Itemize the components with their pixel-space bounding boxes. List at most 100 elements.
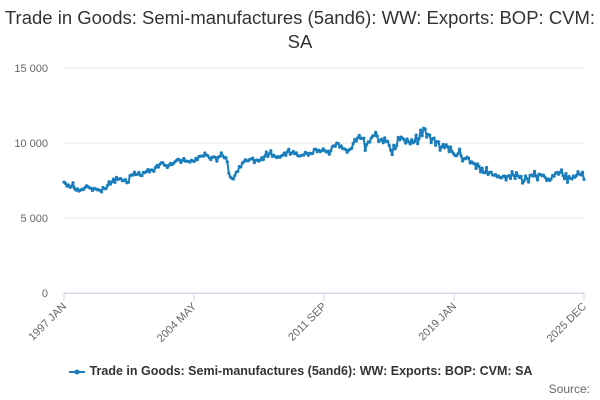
data-point[interactable] bbox=[123, 177, 128, 182]
data-point[interactable] bbox=[441, 142, 445, 147]
data-point[interactable] bbox=[570, 177, 574, 181]
data-point[interactable] bbox=[140, 174, 144, 178]
data-point[interactable] bbox=[224, 155, 228, 160]
data-point[interactable] bbox=[531, 174, 535, 178]
data-point[interactable] bbox=[227, 171, 231, 175]
data-point[interactable] bbox=[374, 130, 378, 134]
data-point[interactable] bbox=[201, 154, 205, 158]
data-point[interactable] bbox=[294, 151, 298, 155]
data-point[interactable] bbox=[284, 153, 288, 157]
data-point[interactable] bbox=[461, 159, 465, 163]
data-point[interactable] bbox=[329, 149, 333, 153]
data-point[interactable] bbox=[206, 154, 210, 158]
data-point[interactable] bbox=[526, 180, 531, 184]
data-point[interactable] bbox=[532, 169, 537, 173]
data-point[interactable] bbox=[511, 173, 516, 177]
data-point[interactable] bbox=[131, 173, 135, 177]
data-point[interactable] bbox=[302, 153, 306, 157]
data-point[interactable] bbox=[344, 147, 348, 152]
data-point[interactable] bbox=[549, 177, 553, 181]
data-point[interactable] bbox=[333, 144, 337, 148]
data-point[interactable] bbox=[489, 170, 493, 174]
data-point[interactable] bbox=[396, 135, 400, 140]
data-point[interactable] bbox=[393, 147, 397, 151]
data-point[interactable] bbox=[458, 147, 462, 151]
data-point[interactable] bbox=[282, 151, 286, 155]
data-point[interactable] bbox=[264, 150, 268, 154]
data-point[interactable] bbox=[108, 182, 113, 186]
data-point[interactable] bbox=[368, 140, 372, 144]
data-point[interactable] bbox=[381, 141, 385, 145]
data-point[interactable] bbox=[195, 158, 199, 162]
data-point[interactable] bbox=[219, 151, 223, 155]
data-point[interactable] bbox=[574, 173, 579, 178]
data-point[interactable] bbox=[339, 144, 343, 148]
data-point[interactable] bbox=[266, 154, 270, 159]
data-point[interactable] bbox=[417, 136, 421, 140]
data-point[interactable] bbox=[423, 127, 427, 131]
data-point[interactable] bbox=[437, 140, 441, 144]
data-point[interactable] bbox=[126, 180, 131, 184]
data-point[interactable] bbox=[110, 180, 114, 184]
data-point[interactable] bbox=[476, 162, 480, 166]
data-point[interactable] bbox=[479, 170, 483, 174]
data-point[interactable] bbox=[213, 155, 217, 160]
data-point[interactable] bbox=[535, 178, 540, 182]
data-point[interactable] bbox=[251, 156, 255, 160]
data-point[interactable] bbox=[66, 183, 71, 187]
data-point[interactable] bbox=[428, 133, 432, 137]
data-point[interactable] bbox=[336, 141, 340, 146]
data-point[interactable] bbox=[267, 152, 271, 156]
data-point[interactable] bbox=[507, 174, 511, 178]
data-point[interactable] bbox=[372, 134, 376, 138]
data-point[interactable] bbox=[480, 166, 484, 170]
data-point[interactable] bbox=[525, 177, 529, 181]
data-point[interactable] bbox=[438, 148, 442, 152]
data-point[interactable] bbox=[113, 180, 117, 184]
data-point[interactable] bbox=[477, 164, 481, 169]
data-point[interactable] bbox=[395, 144, 399, 148]
data-point[interactable] bbox=[389, 148, 393, 152]
data-point[interactable] bbox=[456, 151, 460, 156]
data-point[interactable] bbox=[287, 147, 291, 151]
data-point[interactable] bbox=[432, 136, 436, 140]
data-point[interactable] bbox=[152, 169, 156, 173]
data-point[interactable] bbox=[504, 178, 508, 182]
data-point[interactable] bbox=[514, 170, 519, 175]
data-point[interactable] bbox=[410, 138, 414, 142]
data-point[interactable] bbox=[502, 174, 507, 178]
data-point[interactable] bbox=[474, 166, 478, 171]
data-point[interactable] bbox=[440, 145, 444, 149]
data-point[interactable] bbox=[473, 161, 477, 166]
data-point[interactable] bbox=[508, 176, 513, 181]
data-point[interactable] bbox=[513, 176, 517, 181]
data-point[interactable] bbox=[99, 190, 104, 194]
data-point[interactable] bbox=[209, 158, 213, 162]
data-point[interactable] bbox=[416, 142, 420, 146]
data-point[interactable] bbox=[419, 128, 423, 132]
data-point[interactable] bbox=[380, 137, 384, 141]
data-point[interactable] bbox=[177, 158, 181, 162]
data-point[interactable] bbox=[519, 174, 523, 178]
data-point[interactable] bbox=[559, 168, 564, 172]
data-point[interactable] bbox=[111, 177, 116, 181]
data-point[interactable] bbox=[483, 171, 487, 175]
data-point[interactable] bbox=[434, 143, 438, 147]
data-point[interactable] bbox=[89, 186, 93, 190]
data-point[interactable] bbox=[161, 161, 165, 165]
data-point[interactable] bbox=[215, 159, 219, 163]
data-point[interactable] bbox=[261, 158, 265, 162]
data-point[interactable] bbox=[269, 149, 273, 153]
data-point[interactable] bbox=[156, 165, 161, 169]
data-point[interactable] bbox=[413, 139, 417, 144]
data-point[interactable] bbox=[459, 154, 463, 158]
data-point[interactable] bbox=[561, 173, 565, 178]
data-point[interactable] bbox=[231, 177, 235, 181]
data-point[interactable] bbox=[326, 149, 330, 153]
data-point[interactable] bbox=[75, 187, 80, 191]
data-point[interactable] bbox=[375, 134, 379, 138]
data-point[interactable] bbox=[392, 143, 396, 147]
data-point[interactable] bbox=[363, 148, 367, 152]
data-point[interactable] bbox=[390, 152, 394, 157]
data-point[interactable] bbox=[429, 141, 433, 145]
